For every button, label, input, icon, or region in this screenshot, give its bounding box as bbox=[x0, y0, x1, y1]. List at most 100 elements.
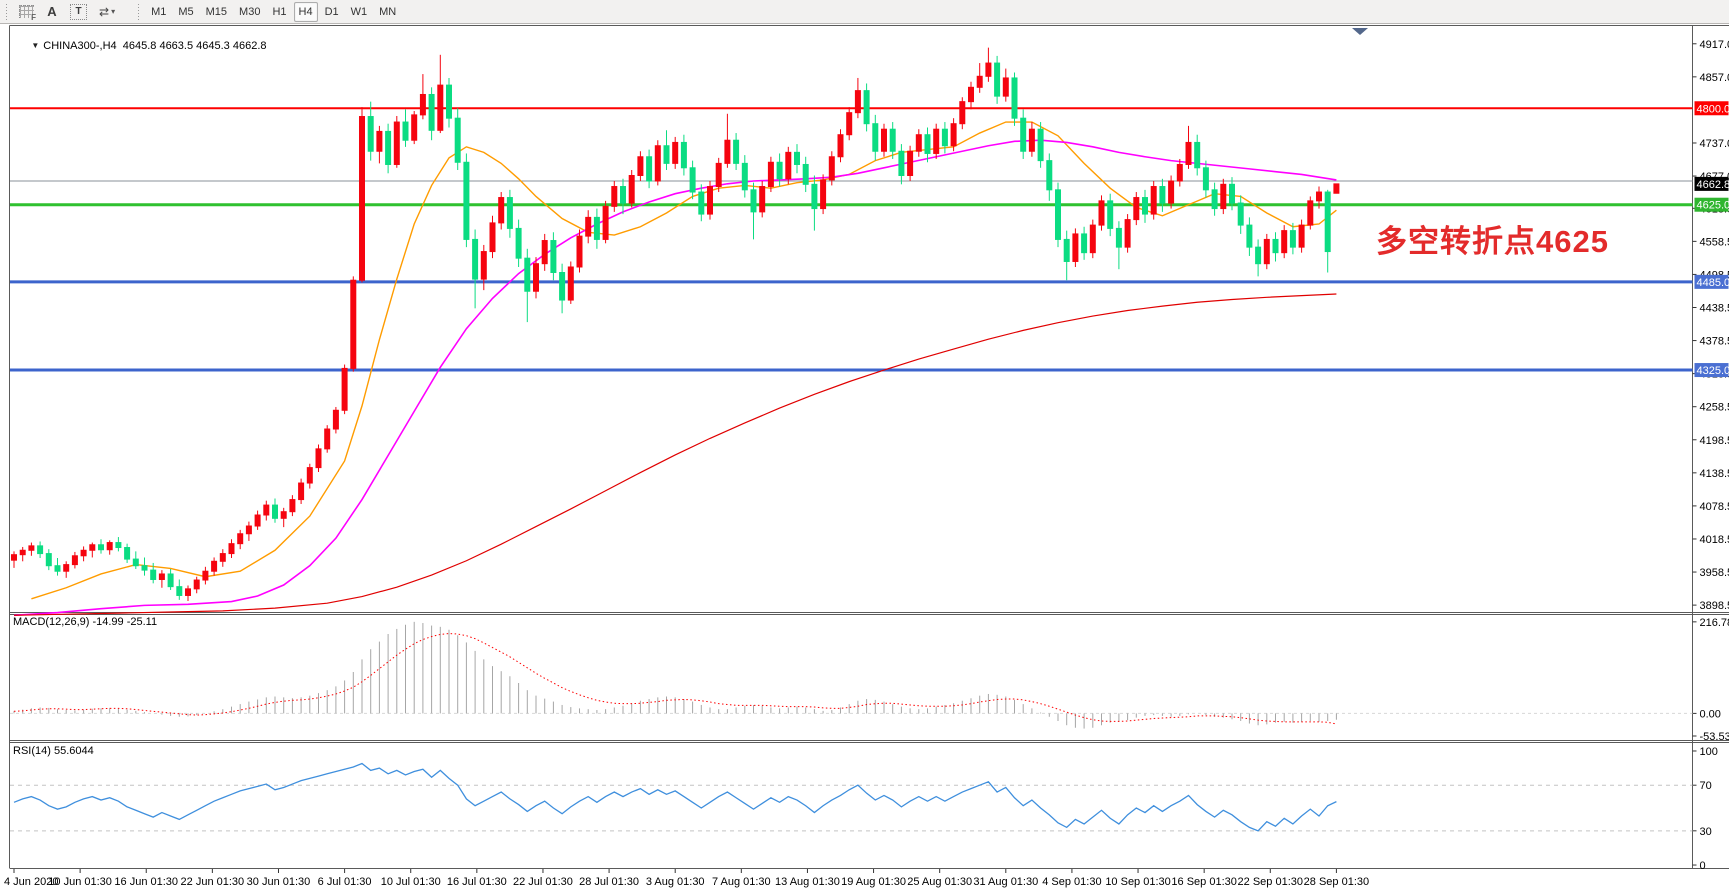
rsi-axis-label: 0 bbox=[1700, 860, 1706, 872]
candle-body bbox=[1237, 202, 1244, 226]
candle-body bbox=[1298, 224, 1305, 248]
candle-body bbox=[402, 121, 409, 141]
candle-body bbox=[1081, 233, 1088, 254]
candle-body bbox=[515, 227, 522, 259]
candle-body bbox=[124, 547, 131, 560]
macd-indicator-label: MACD(12,26,9) -14.99 -25.11 bbox=[13, 616, 158, 628]
macd-histogram bbox=[13, 621, 1337, 729]
rsi-plot-area[interactable] bbox=[10, 743, 1693, 868]
candle-body bbox=[820, 179, 827, 210]
candle-body bbox=[741, 162, 748, 191]
price-axis-label: 4378.5 bbox=[1700, 336, 1729, 348]
text-label-button[interactable]: T bbox=[65, 2, 92, 22]
timeframe-button-m15[interactable]: M15 bbox=[205, 5, 228, 18]
candle-body bbox=[1272, 238, 1279, 254]
candle-body bbox=[393, 121, 400, 165]
date-axis-label: 6 Jul 01:30 bbox=[318, 876, 372, 888]
candle-body bbox=[1194, 141, 1201, 169]
rsi-axis: 100 70 30 0 bbox=[1692, 746, 1718, 872]
candle-body bbox=[1055, 189, 1061, 240]
candle-body bbox=[1307, 200, 1314, 226]
date-axis-label: 22 Jun 01:30 bbox=[181, 876, 245, 888]
candle-body bbox=[419, 93, 426, 116]
candle-body bbox=[707, 186, 713, 215]
price-badge-text: 4625.0 bbox=[1697, 200, 1729, 212]
candle-body bbox=[872, 123, 879, 152]
timeframe-button-w1[interactable]: W1 bbox=[350, 5, 368, 18]
candle-body bbox=[106, 542, 113, 551]
candle-body bbox=[98, 544, 104, 551]
chart-annotation-text[interactable]: 多空转折点4625 bbox=[1376, 224, 1609, 259]
candle-body bbox=[89, 544, 96, 551]
date-axis-label: 3 Aug 01:30 bbox=[646, 876, 705, 888]
chart-grid-f-icon[interactable]: F bbox=[14, 2, 39, 22]
ohlc-values: 4645.8 4663.5 4645.3 4662.8 bbox=[122, 40, 267, 52]
date-axis-label: 16 Jul 01:30 bbox=[447, 876, 507, 888]
price-axis-label: 4258.5 bbox=[1700, 402, 1729, 414]
candle-body bbox=[533, 263, 539, 292]
price-badge-text: 4325.0 bbox=[1697, 365, 1729, 377]
candle-body bbox=[1107, 200, 1114, 229]
timeframe-button-h1[interactable]: H1 bbox=[272, 5, 287, 18]
candle-body bbox=[1150, 186, 1157, 215]
macd-axis-label: -53.53 bbox=[1700, 731, 1729, 743]
price-badge-4325.0 bbox=[1694, 363, 1729, 378]
candle-body bbox=[454, 117, 461, 163]
candle-body bbox=[1185, 141, 1192, 165]
timeframe-button-m30[interactable]: M30 bbox=[239, 5, 261, 18]
candle-body bbox=[698, 191, 705, 215]
candle-body bbox=[1289, 230, 1296, 248]
candle-body bbox=[158, 573, 165, 580]
candle-body bbox=[367, 116, 374, 152]
candle-body bbox=[1229, 183, 1235, 204]
timeframe-button-d1[interactable]: D1 bbox=[324, 5, 339, 18]
price-axis-label: 4438.5 bbox=[1700, 302, 1729, 314]
candle-body bbox=[141, 565, 148, 571]
chart-window[interactable]: 4917.04857.04737.04677.04618.54558.54498… bbox=[0, 24, 1729, 892]
candle-body bbox=[324, 428, 331, 450]
candle-body bbox=[19, 549, 26, 556]
insert-text-button[interactable]: A bbox=[41, 2, 63, 22]
price-axis-label: 4737.0 bbox=[1700, 138, 1729, 150]
price-badge-text: 4662.8 bbox=[1697, 179, 1729, 191]
cycle-arrows-button[interactable]: ⇄ ▾ bbox=[94, 2, 120, 22]
price-axis-label: 4138.5 bbox=[1700, 468, 1729, 480]
candle-body bbox=[889, 128, 896, 152]
rsi-axis-label: 70 bbox=[1700, 780, 1712, 792]
price-axis-label: 4917.0 bbox=[1700, 39, 1729, 51]
candle-body bbox=[341, 367, 348, 411]
candle-body bbox=[132, 558, 139, 567]
chart-canvas[interactable]: 4917.04857.04737.04677.04618.54558.54498… bbox=[0, 24, 1729, 892]
candle-body bbox=[1324, 191, 1331, 253]
rsi-line bbox=[13, 762, 1337, 832]
candle-body bbox=[289, 499, 296, 513]
candle-body bbox=[446, 84, 452, 119]
candle-body bbox=[185, 588, 191, 596]
symbol-title[interactable]: ▼ CHINA300-,H4 4645.8 4663.5 4645.3 4662.… bbox=[13, 28, 267, 64]
toolbar-grip-2[interactable] bbox=[135, 2, 143, 21]
macd-signal-line bbox=[13, 633, 1337, 725]
candle-body bbox=[1202, 167, 1209, 191]
candle-body bbox=[680, 141, 687, 169]
date-axis-label: 10 Jun 01:30 bbox=[48, 876, 112, 888]
candle-body bbox=[1089, 224, 1096, 254]
candle-body bbox=[437, 84, 444, 131]
timeframe-toolbar: M1 M5 M15 M30 H1 H4 D1 W1 MN bbox=[145, 1, 402, 22]
candle-body bbox=[811, 183, 818, 210]
timeframe-button-m5[interactable]: M5 bbox=[178, 5, 194, 18]
chart-shift-marker[interactable] bbox=[1352, 28, 1368, 35]
candle-body bbox=[280, 511, 287, 519]
timeframe-button-mn[interactable]: MN bbox=[379, 5, 397, 18]
macd-plot-area[interactable] bbox=[10, 615, 1693, 740]
symbol-dropdown-icon[interactable]: ▼ bbox=[31, 41, 40, 50]
date-axis-label: 30 Jun 01:30 bbox=[247, 876, 311, 888]
price-axis: 4917.04857.04737.04677.04618.54558.54498… bbox=[1692, 39, 1729, 612]
candle-body bbox=[254, 514, 261, 527]
timeframe-button-h4[interactable]: H4 bbox=[293, 1, 318, 22]
candle-body bbox=[1255, 246, 1262, 265]
timeframe-button-m1[interactable]: M1 bbox=[151, 5, 167, 18]
date-axis-label: 16 Jun 01:30 bbox=[114, 876, 178, 888]
toolbar-grip[interactable] bbox=[3, 2, 10, 21]
